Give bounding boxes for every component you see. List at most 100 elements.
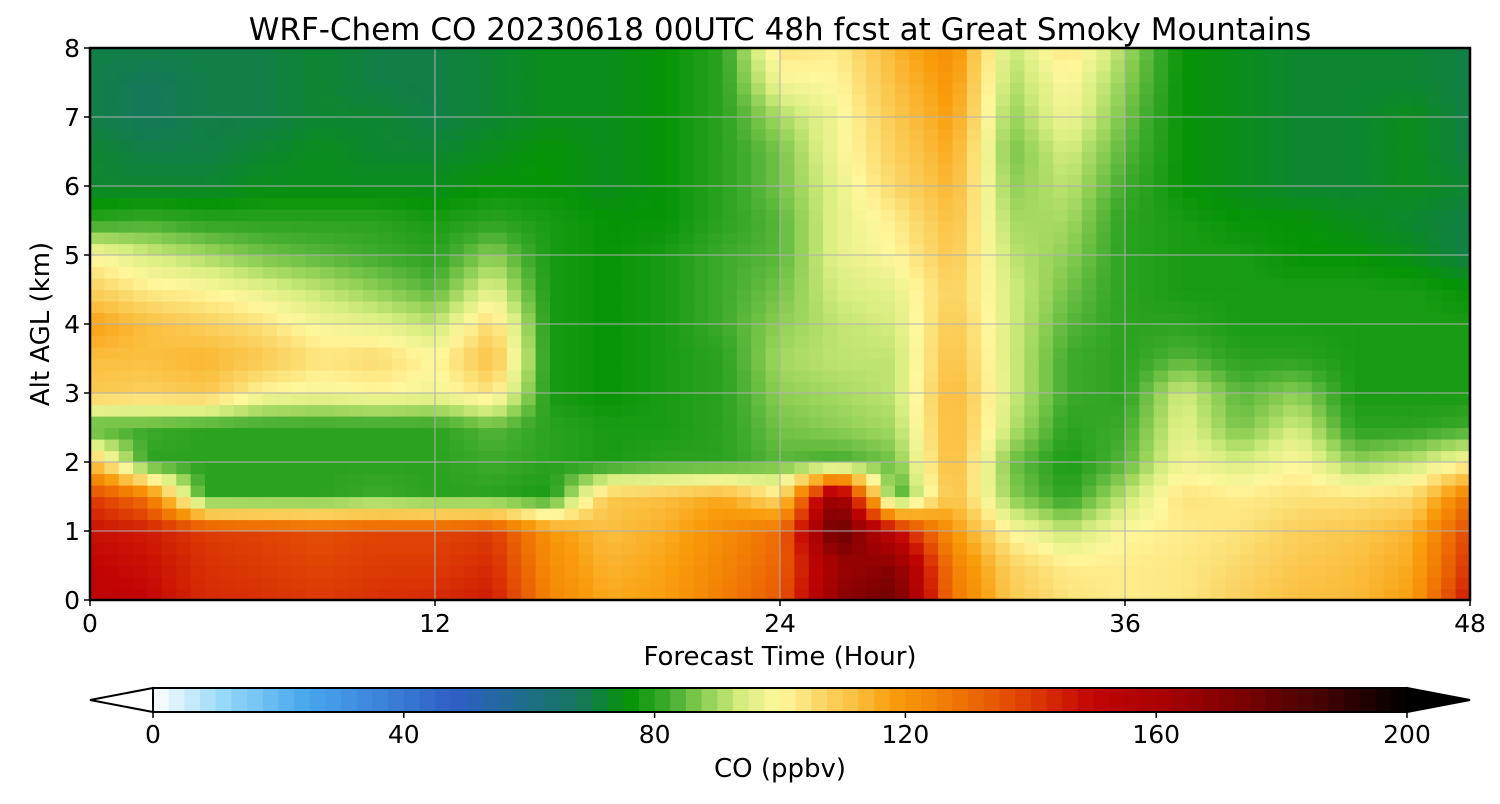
- heatmap-cell: [593, 335, 609, 348]
- heatmap-cell: [1168, 588, 1184, 600]
- heatmap-cell: [276, 48, 292, 61]
- heatmap-cell: [665, 82, 680, 95]
- heatmap-cell: [679, 404, 695, 417]
- heatmap-cell: [262, 347, 278, 360]
- heatmap-cell: [895, 301, 910, 314]
- heatmap-cell: [1081, 59, 1097, 72]
- heatmap-cell: [1355, 496, 1370, 509]
- heatmap-cell: [1110, 439, 1126, 452]
- heatmap-cell: [909, 588, 925, 600]
- heatmap-cell: [391, 278, 407, 291]
- heatmap-cell: [1081, 232, 1097, 245]
- heatmap-cell: [693, 508, 709, 521]
- heatmap-cell: [938, 140, 954, 153]
- heatmap-cell: [1283, 531, 1299, 544]
- heatmap-cell: [1383, 485, 1399, 498]
- heatmap-cell: [320, 278, 335, 291]
- heatmap-cell: [233, 565, 249, 578]
- heatmap-cell: [391, 577, 407, 590]
- heatmap-cell: [219, 94, 235, 107]
- heatmap-cell: [176, 163, 192, 176]
- heatmap-cell: [391, 450, 407, 463]
- heatmap-cell: [1297, 531, 1313, 544]
- heatmap-cell: [492, 496, 508, 509]
- heatmap-cell: [765, 519, 781, 532]
- heatmap-cell: [1024, 209, 1040, 222]
- heatmap-cell: [966, 197, 982, 210]
- heatmap-cell: [708, 186, 724, 199]
- heatmap-cell: [564, 427, 580, 440]
- heatmap-cell: [348, 335, 364, 348]
- heatmap-cell: [391, 151, 407, 164]
- heatmap-cell: [147, 82, 163, 95]
- colorbar-frame: [152, 687, 1408, 713]
- heatmap-cell: [1398, 186, 1414, 199]
- heatmap-cell: [765, 59, 781, 72]
- heatmap-cell: [1010, 485, 1025, 498]
- heatmap-cell: [636, 197, 652, 210]
- heatmap-cell: [1010, 588, 1025, 600]
- heatmap-cell: [147, 186, 163, 199]
- heatmap-cell: [420, 128, 436, 141]
- heatmap-cell: [1369, 186, 1385, 199]
- heatmap-cell: [1240, 427, 1255, 440]
- heatmap-cell: [722, 243, 738, 256]
- heatmap-cell: [1125, 186, 1140, 199]
- heatmap-cell: [104, 289, 120, 302]
- heatmap-cell: [1412, 209, 1428, 222]
- heatmap-cell: [1441, 485, 1457, 498]
- heatmap-cell: [665, 496, 680, 509]
- heatmap-cell: [995, 565, 1011, 578]
- heatmap-cell: [1283, 335, 1299, 348]
- heatmap-cell: [1412, 542, 1428, 555]
- heatmap-cell: [478, 427, 494, 440]
- heatmap-cell: [880, 105, 896, 118]
- heatmap-cell: [492, 48, 508, 61]
- heatmap-cell: [1081, 554, 1097, 567]
- heatmap-cell: [161, 588, 177, 600]
- heatmap-cell: [1455, 358, 1470, 371]
- heatmap-cell: [506, 381, 522, 394]
- heatmap-cell: [880, 427, 896, 440]
- heatmap-cell: [535, 163, 551, 176]
- heatmap-cell: [420, 577, 436, 590]
- heatmap-cell: [248, 105, 264, 118]
- heatmap-cell: [104, 347, 120, 360]
- heatmap-cell: [133, 324, 149, 337]
- heatmap-cell: [578, 577, 594, 590]
- heatmap-cell: [1153, 370, 1169, 383]
- heatmap-cell: [133, 48, 149, 61]
- heatmap-cell: [1383, 554, 1399, 567]
- heatmap-cell: [1053, 163, 1069, 176]
- heatmap-cell: [909, 59, 925, 72]
- heatmap-cell: [435, 94, 450, 107]
- heatmap-cell: [995, 312, 1011, 325]
- colorbar-segment: [184, 688, 201, 712]
- heatmap-cell: [952, 416, 968, 429]
- colorbar-segment: [450, 688, 467, 712]
- heatmap-cell: [995, 473, 1011, 486]
- heatmap-cell: [147, 462, 163, 475]
- heatmap-cell: [1412, 186, 1428, 199]
- heatmap-cell: [693, 577, 709, 590]
- heatmap-cell: [1153, 531, 1169, 544]
- heatmap-cell: [1067, 312, 1083, 325]
- heatmap-cell: [621, 462, 637, 475]
- heatmap-cell: [1225, 404, 1241, 417]
- heatmap-cell: [1268, 508, 1284, 521]
- heatmap-cell: [492, 209, 508, 222]
- heatmap-cell: [1297, 347, 1313, 360]
- heatmap-cell: [722, 232, 738, 245]
- heatmap-cell: [391, 370, 407, 383]
- heatmap-cell: [420, 48, 436, 61]
- heatmap-cell: [118, 174, 134, 187]
- heatmap-cell: [1182, 381, 1198, 394]
- heatmap-cell: [147, 439, 163, 452]
- heatmap-cell: [348, 531, 364, 544]
- heatmap-cell: [1053, 174, 1069, 187]
- heatmap-cell: [1024, 197, 1040, 210]
- heatmap-cell: [895, 565, 910, 578]
- heatmap-cell: [535, 485, 551, 498]
- heatmap-cell: [1340, 301, 1356, 314]
- heatmap-cell: [391, 266, 407, 279]
